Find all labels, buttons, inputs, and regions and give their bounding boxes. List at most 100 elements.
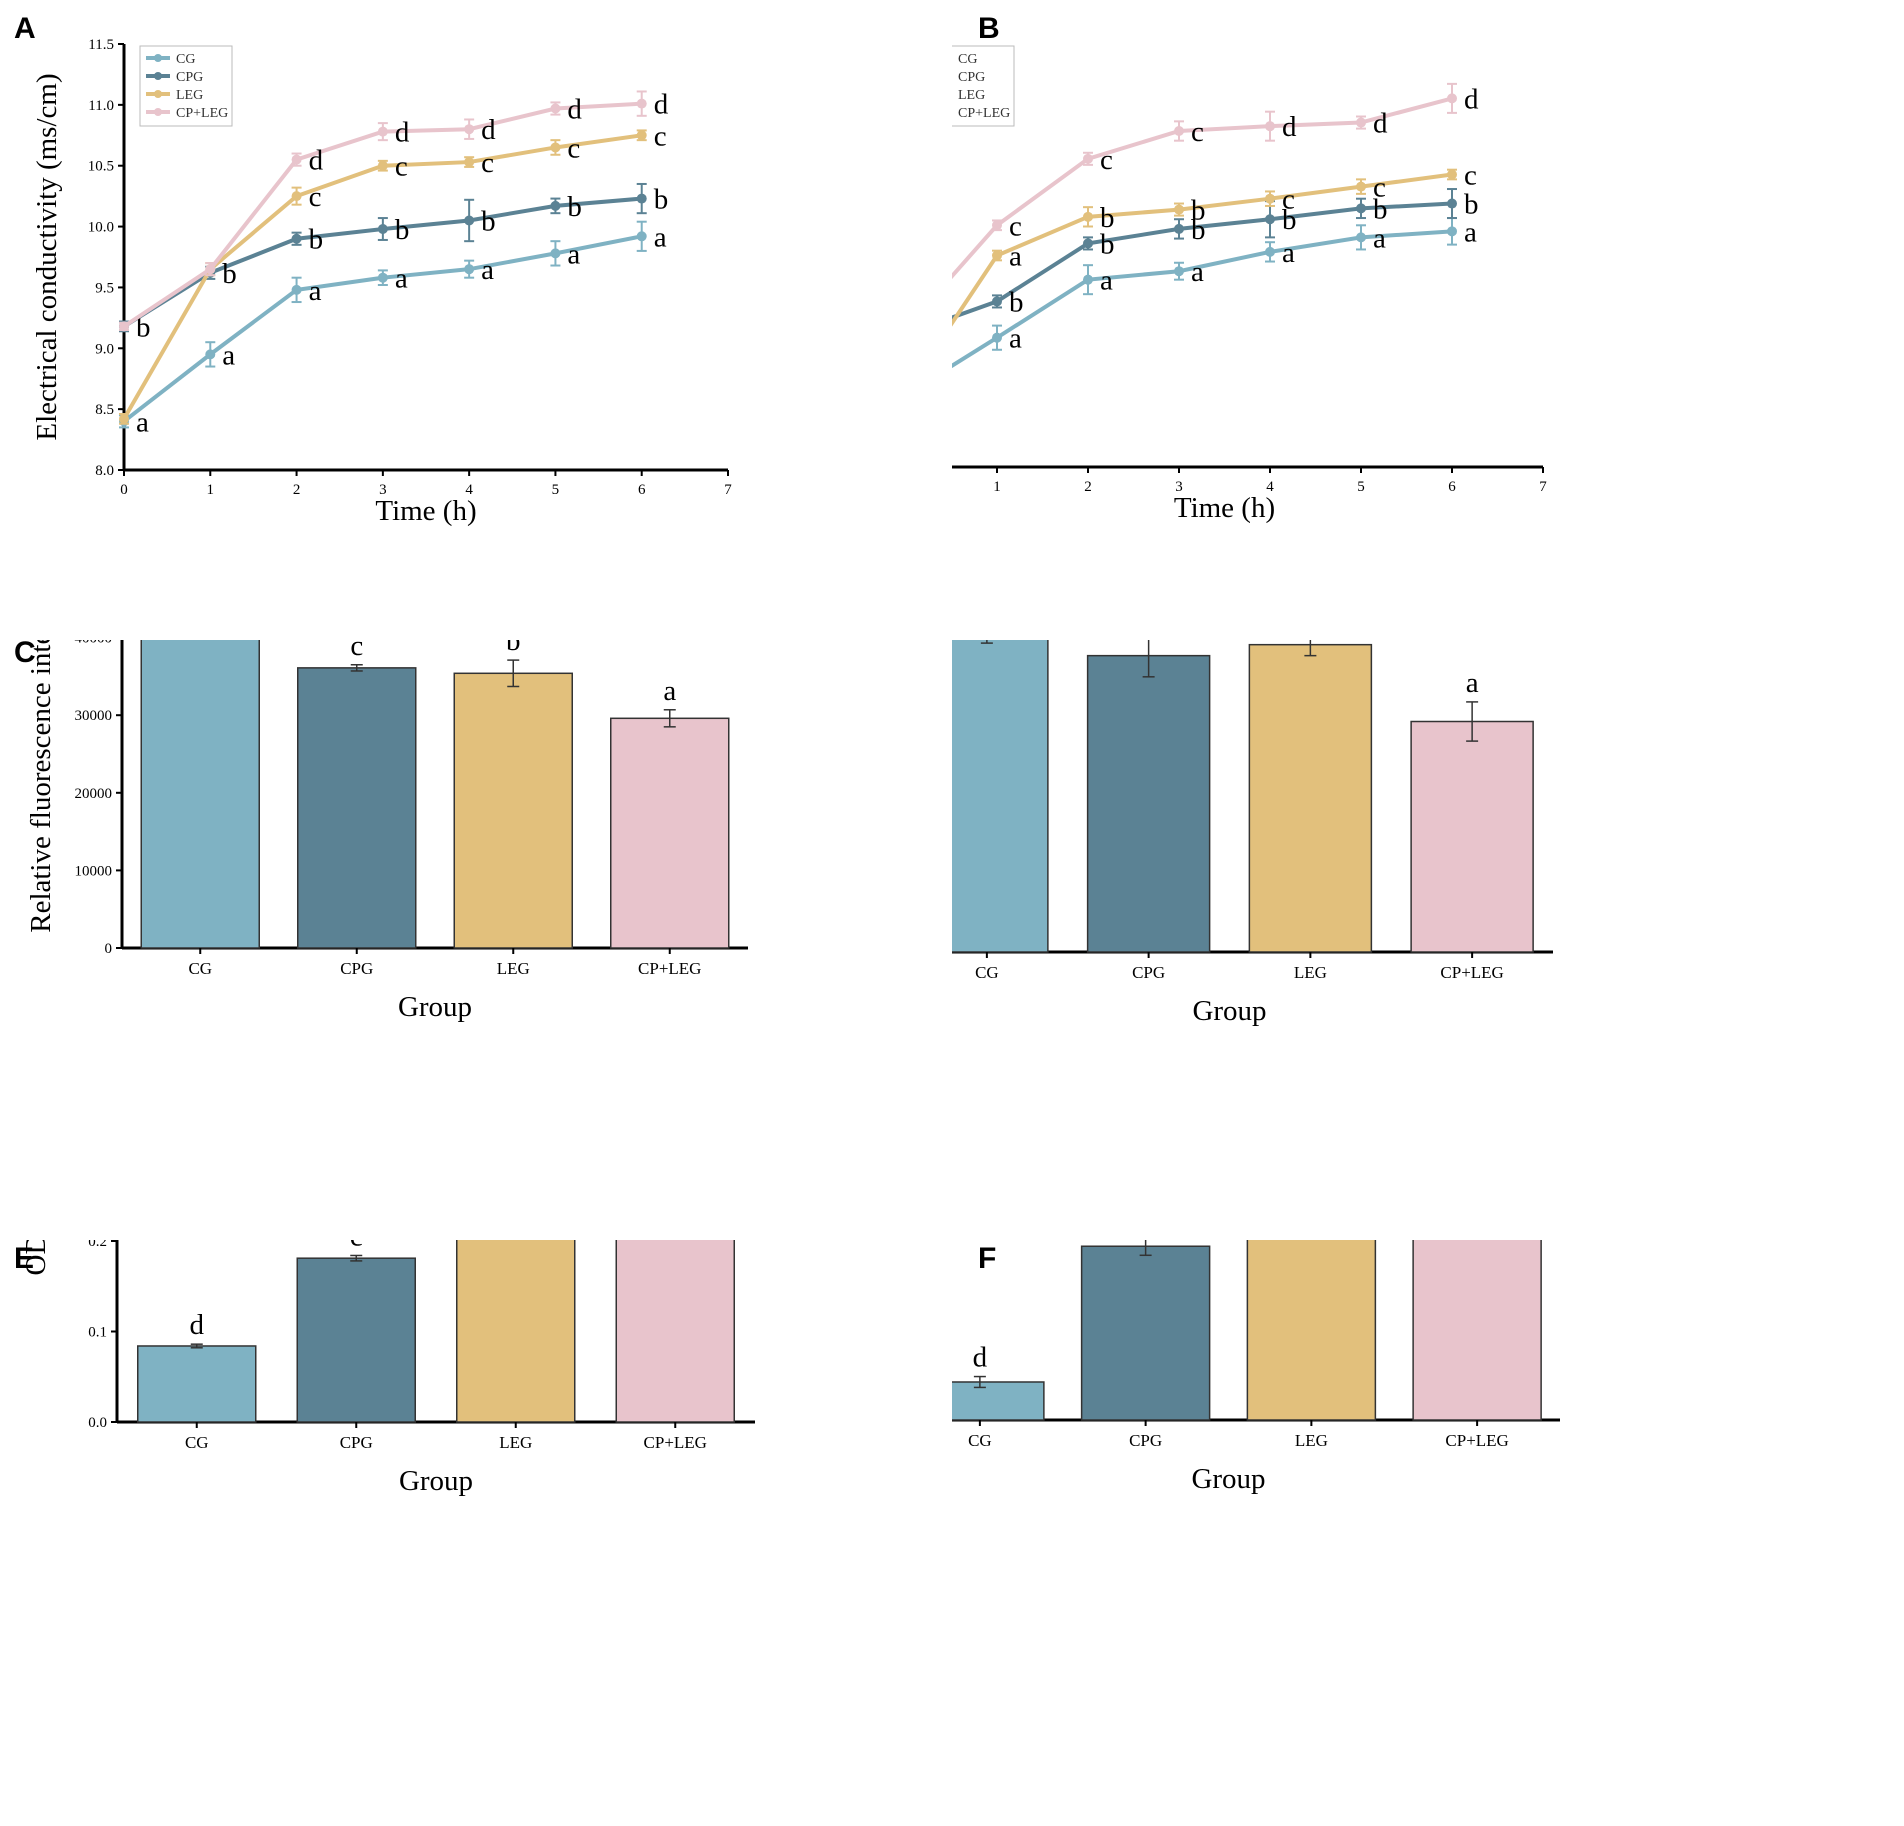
significance-letter: a	[654, 221, 667, 253]
significance-letter: c	[1009, 210, 1022, 242]
data-point	[636, 231, 647, 242]
data-point	[1174, 266, 1184, 277]
significance-letter: b	[1464, 189, 1479, 221]
data-point	[636, 98, 647, 109]
data-point	[205, 349, 216, 360]
significance-letter: a	[395, 263, 408, 295]
legend-marker	[154, 108, 162, 116]
bar-cpg	[296, 1257, 416, 1423]
y-axis-title: OD260	[20, 1240, 59, 1275]
y-tick-label: 10.0	[88, 220, 114, 236]
data-point	[550, 103, 561, 114]
chart-e: 0.00.10.20.30.4OD260GroupdCGcCPGbLEGaCP+…	[20, 1053, 755, 1497]
x-axis-title: Time (h)	[375, 495, 476, 527]
bar-cpg	[1086, 654, 1211, 953]
data-point	[1265, 121, 1275, 132]
bar-leg	[1246, 1213, 1377, 1421]
significance-letter: c	[309, 181, 322, 213]
significance-letter: c	[1282, 184, 1295, 216]
data-point	[1447, 169, 1457, 180]
data-point	[550, 142, 561, 153]
y-tick-label: 10000	[75, 863, 113, 879]
data-point	[550, 248, 561, 259]
bar-cp-leg	[1412, 1108, 1542, 1421]
x-tick-label: 5	[1357, 479, 1365, 495]
x-axis-title: Group	[398, 991, 472, 1023]
chart-c-svg: C 01000020000300004000050000Relative flu…	[14, 553, 748, 1023]
x-category-label: LEG	[499, 1433, 532, 1452]
significance-letter: c	[1191, 116, 1204, 148]
significance-letter: a	[1282, 237, 1295, 269]
y-tick-label: 20000	[75, 786, 113, 802]
significance-letter: c	[1100, 144, 1113, 176]
data-point	[119, 413, 129, 424]
x-tick-label: 6	[638, 482, 646, 498]
legend-label: CP+LEG	[176, 106, 228, 121]
x-category-label: LEG	[497, 959, 530, 978]
x-tick-label: 2	[1084, 479, 1092, 495]
legend-marker	[154, 54, 162, 62]
chart-a-svg: A 8.0 8.5 9.0 9.5 10.0 10.5 11.0 11.5 Electrical…	[14, 12, 732, 527]
significance-letter: c	[481, 147, 494, 179]
x-tick-label: 2	[293, 482, 301, 498]
x-category-label: LEG	[1294, 963, 1327, 982]
legend-label: CG	[176, 52, 195, 67]
data-point	[291, 154, 302, 165]
x-tick-label: 4	[1266, 479, 1274, 495]
bar-leg	[456, 1159, 576, 1423]
significance-letter: a	[1009, 241, 1022, 273]
x-category-label: CP+LEG	[1440, 963, 1503, 982]
data-point	[1265, 193, 1275, 204]
x-tick-label: 4	[465, 482, 473, 498]
y-tick-label: 0	[105, 941, 113, 957]
x-category-label: CPG	[1129, 1431, 1162, 1450]
significance-letter: d	[1464, 83, 1479, 115]
x-tick-label: 7	[1539, 479, 1547, 495]
significance-letter: a	[1464, 216, 1477, 248]
panel-c: C 01000020000300004000050000Relative flu…	[0, 553, 952, 1240]
significance-letter: a	[567, 238, 580, 270]
x-category-label: CG	[968, 1431, 992, 1450]
panel-d: D 01000020000300004000050000Relative flu…	[809, 553, 1904, 1240]
significance-letter: d	[309, 145, 324, 177]
significance-letter: b	[1373, 193, 1388, 225]
y-tick-label: 0.0	[88, 1415, 107, 1431]
panel-label: A	[14, 12, 36, 45]
y-axis-title: Relative fluorescence intensity	[25, 640, 57, 933]
chart-d: 01000020000300004000050000Relative fluor…	[809, 553, 1553, 1027]
data-point	[636, 193, 647, 204]
data-point	[291, 284, 302, 295]
chart-c: 01000020000300004000050000Relative fluor…	[25, 553, 748, 1023]
significance-letter: c	[1373, 172, 1386, 204]
y-tick-label: 9.0	[95, 341, 114, 357]
data-point	[1265, 214, 1275, 225]
x-axis-title: Time (h)	[1174, 492, 1275, 524]
chart-f: 0.00.20.40.60.8OD260GroupdCGcCPGbLEGaCP+…	[800, 1051, 1560, 1495]
x-category-label: CG	[188, 959, 212, 978]
x-tick-label: 7	[724, 482, 732, 498]
x-category-label: CPG	[340, 959, 373, 978]
x-tick-label: 6	[1448, 479, 1456, 495]
x-category-label: CPG	[1132, 963, 1165, 982]
significance-letter: a	[1009, 323, 1022, 355]
significance-letter: c	[567, 132, 580, 164]
legend-label: LEG	[176, 88, 203, 103]
significance-letter: c	[350, 640, 363, 662]
significance-letter: d	[1282, 111, 1297, 143]
data-point	[1174, 204, 1184, 215]
significance-letter: d	[1373, 108, 1388, 140]
y-tick-label: 8.0	[95, 463, 114, 479]
y-tick-label: 30000	[75, 708, 113, 724]
panel-a: A 8.0 8.5 9.0 9.5 10.0 10.5 11.0 11.5 Electrical…	[0, 0, 952, 640]
y-axis-title: Electrical conductivity (ms/cm)	[31, 73, 63, 440]
y-tick-label: 0.2	[88, 1240, 107, 1250]
bar-leg	[453, 672, 573, 949]
x-category-label: LEG	[1295, 1431, 1328, 1450]
data-point	[377, 224, 388, 235]
significance-letter: d	[190, 1309, 205, 1341]
significance-letter: a	[663, 675, 676, 707]
panel-label: E	[14, 1242, 34, 1275]
significance-letter: a	[1466, 667, 1479, 699]
